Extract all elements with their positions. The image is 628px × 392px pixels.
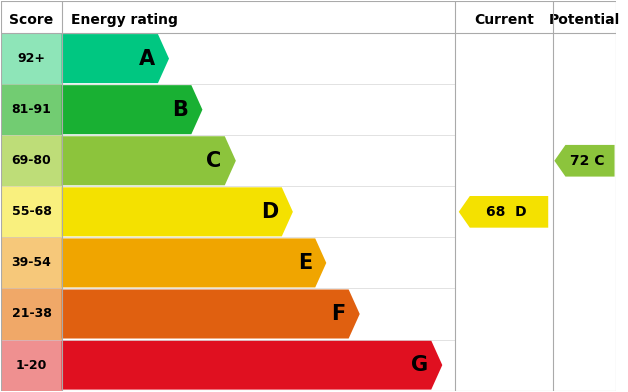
Bar [1, 135, 62, 186]
Text: Score: Score [9, 13, 53, 27]
Bar [1, 33, 62, 84]
Text: 68  D: 68 D [486, 205, 527, 219]
Text: D: D [261, 202, 279, 222]
Text: 21-38: 21-38 [11, 307, 51, 321]
Text: Potential: Potential [549, 13, 620, 27]
Text: 81-91: 81-91 [11, 103, 51, 116]
Bar [1, 339, 62, 390]
Bar [1, 238, 62, 289]
Polygon shape [62, 341, 442, 390]
Polygon shape [459, 196, 548, 228]
Text: 92+: 92+ [18, 52, 45, 65]
Polygon shape [555, 145, 615, 176]
Polygon shape [62, 136, 236, 185]
Text: 1-20: 1-20 [16, 359, 47, 372]
Polygon shape [62, 187, 293, 236]
Polygon shape [62, 289, 360, 339]
Text: C: C [207, 151, 222, 171]
Polygon shape [62, 34, 169, 83]
Text: Energy rating: Energy rating [71, 13, 178, 27]
Text: A: A [139, 49, 155, 69]
Polygon shape [62, 238, 327, 287]
Text: 39-54: 39-54 [11, 256, 51, 269]
Bar [1, 289, 62, 339]
Text: 69-80: 69-80 [12, 154, 51, 167]
Text: G: G [411, 355, 428, 375]
Text: B: B [173, 100, 188, 120]
Text: Current: Current [474, 13, 534, 27]
Text: 55-68: 55-68 [11, 205, 51, 218]
Text: E: E [298, 253, 312, 273]
Bar [1, 84, 62, 135]
Text: F: F [332, 304, 345, 324]
Bar [1, 186, 62, 238]
Polygon shape [62, 85, 202, 134]
Text: 72 C: 72 C [570, 154, 605, 168]
